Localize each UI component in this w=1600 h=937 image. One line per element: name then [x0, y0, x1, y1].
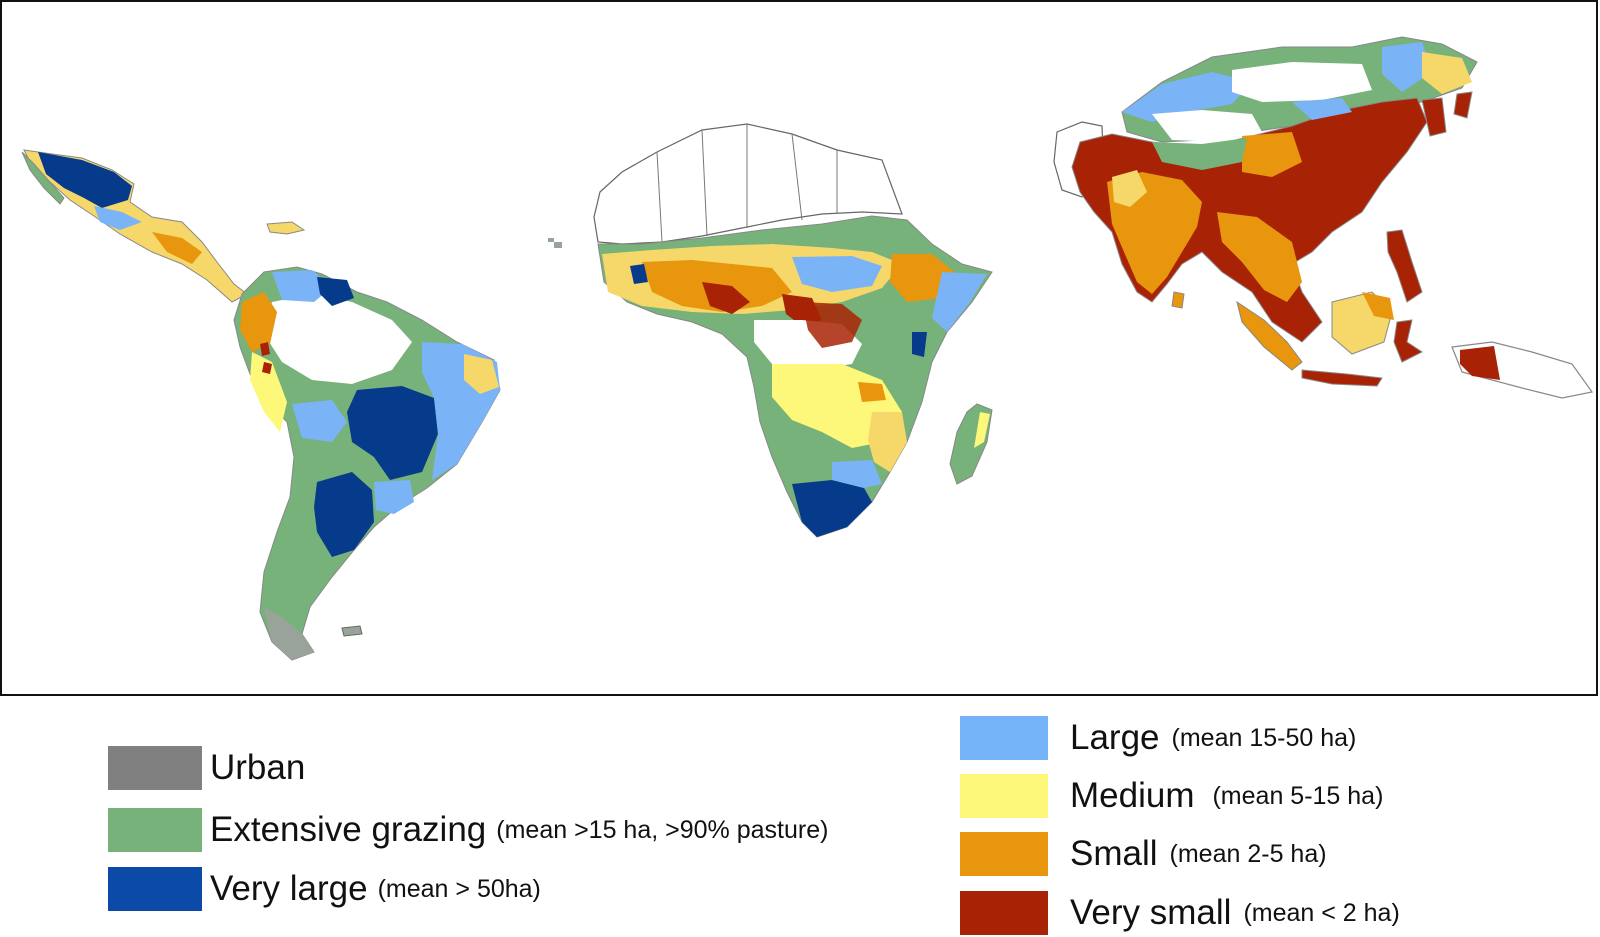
senegal-very-large-zone — [630, 264, 648, 284]
legend-item-medium: Medium (mean 5-15 ha) — [960, 774, 1383, 818]
northeast-brazil-medium-zone — [464, 354, 499, 394]
tibet-grazing-zone — [1152, 138, 1247, 170]
very-small-note: (mean < 2 ha) — [1243, 898, 1400, 927]
legend-item-urban: Urban — [108, 746, 305, 790]
urban-swatch — [108, 746, 202, 790]
large-note: (mean 15-50 ha) — [1171, 723, 1357, 752]
very-small-label: Very small — [1070, 893, 1232, 932]
legend-item-very-small: Very small (mean < 2 ha) — [960, 891, 1400, 935]
amazon-no-data-area — [264, 294, 412, 384]
north-africa-borders — [656, 124, 838, 243]
horn-large-zone — [932, 272, 987, 332]
east-africa-very-large-zone — [912, 332, 927, 357]
china-large-strip — [1292, 98, 1352, 120]
west-africa-very-small-zone — [702, 282, 822, 326]
grazing-note: (mean >15 ha, >90% pasture) — [496, 815, 829, 844]
very-small-swatch — [960, 891, 1048, 935]
madagascar-medium-strip — [974, 412, 990, 448]
sulawesi-shape — [1393, 319, 1423, 363]
very-large-label: Very large — [210, 869, 368, 908]
large-swatch — [960, 716, 1048, 760]
asia-region — [1053, 36, 1594, 399]
farm-size-map — [21, 36, 1594, 661]
india-medium-zone — [1112, 170, 1147, 207]
africa-region — [548, 123, 993, 538]
sumatra-shape — [1236, 300, 1303, 371]
baja-peninsula-shape — [21, 151, 65, 205]
very-large-note: (mean > 50ha) — [377, 874, 541, 903]
legend-item-very-large: Very large (mean > 50ha) — [108, 867, 541, 911]
pakistan-very-small-zone — [1077, 144, 1110, 202]
mozambique-medium-zone — [868, 412, 907, 472]
southern-brazil-large-zone — [374, 480, 414, 514]
latin-america-region — [21, 149, 501, 661]
mexico-very-large-zone — [38, 152, 132, 208]
cape-verde-dots — [548, 238, 562, 248]
small-note: (mean 2-5 ha) — [1169, 839, 1327, 868]
small-swatch — [960, 832, 1048, 876]
southeast-asia-mainland-small-zone — [1217, 212, 1302, 302]
java-very-small-shape — [1301, 369, 1383, 387]
bolivia-large-zone — [292, 400, 347, 442]
very-large-swatch — [108, 867, 202, 911]
tibet-no-data-area — [1152, 110, 1262, 142]
grazing-swatch — [108, 808, 202, 852]
patagonia-grey-zone — [264, 607, 314, 660]
north-asia-large-zone — [1122, 42, 1432, 122]
southern-africa-large-zone — [832, 460, 882, 488]
guianas-very-large-zone — [317, 277, 354, 306]
sri-lanka-shape — [1171, 291, 1185, 309]
south-africa-very-large-zone — [792, 480, 872, 537]
china-central-orange-zone — [1242, 132, 1302, 177]
legend-item-small: Small (mean 2-5 ha) — [960, 832, 1327, 876]
philippines-shape — [1386, 229, 1423, 303]
map-panel — [0, 0, 1598, 696]
central-america-blue-zone — [94, 206, 142, 230]
legend-item-large: Large (mean 15-50 ha) — [960, 716, 1356, 760]
colombia-orange-zone — [240, 292, 277, 352]
west-papua-very-small — [1460, 346, 1500, 380]
venezuela-large-zone — [272, 270, 332, 302]
korea-japan-very-small — [1421, 91, 1473, 137]
medium-note: (mean 5-15 ha) — [1212, 781, 1384, 810]
large-label: Large — [1070, 718, 1160, 757]
grazing-label: Extensive grazing — [210, 810, 487, 849]
central-africa-very-small-speckles — [802, 302, 862, 348]
medium-label: Medium — [1070, 776, 1195, 815]
legend-item-extensive-grazing: Extensive grazing (mean >15 ha, >90% pas… — [108, 808, 828, 852]
manchuria-medium-zone — [1422, 52, 1472, 94]
medium-swatch — [960, 774, 1048, 818]
andes-small-farm-speckles — [260, 342, 272, 374]
urban-label: Urban — [210, 748, 306, 787]
falklands-shape — [341, 625, 363, 637]
andes-yellow-zone — [250, 352, 287, 432]
caribbean-islands-shape — [266, 221, 306, 235]
central-america-orange-zone — [152, 232, 202, 264]
borneo-small-edge — [1362, 292, 1394, 320]
southern-cone-very-large-zone — [314, 472, 374, 557]
brazil-very-large-zone — [347, 386, 438, 480]
small-label: Small — [1070, 834, 1158, 873]
mongolia-no-data-area — [1232, 62, 1372, 102]
zambia-small-patches — [858, 382, 886, 402]
central-sahel-large-zone — [792, 256, 882, 292]
